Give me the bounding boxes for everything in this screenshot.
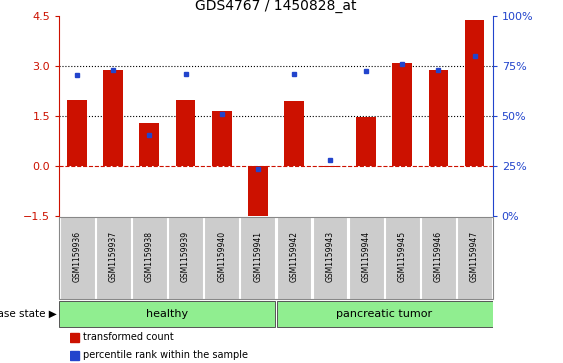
Bar xyxy=(276,217,311,299)
Bar xyxy=(59,301,275,327)
Bar xyxy=(67,99,87,166)
Bar xyxy=(132,217,167,299)
Text: healthy: healthy xyxy=(146,309,189,319)
Text: GSM1159946: GSM1159946 xyxy=(434,231,443,282)
Text: GSM1159944: GSM1159944 xyxy=(361,231,370,282)
Text: GSM1159943: GSM1159943 xyxy=(325,231,334,282)
Text: transformed count: transformed count xyxy=(83,333,174,342)
Bar xyxy=(356,117,376,166)
Bar xyxy=(176,99,195,166)
Bar xyxy=(96,217,131,299)
Bar xyxy=(320,166,340,167)
Bar xyxy=(248,166,268,218)
Text: GSM1159940: GSM1159940 xyxy=(217,231,226,282)
Bar xyxy=(349,217,383,299)
Bar xyxy=(104,70,123,166)
Bar xyxy=(70,333,79,342)
Text: GSM1159941: GSM1159941 xyxy=(253,231,262,282)
Bar xyxy=(60,217,95,299)
Text: GSM1159939: GSM1159939 xyxy=(181,231,190,282)
Bar xyxy=(312,217,347,299)
Bar xyxy=(284,101,304,166)
Bar xyxy=(392,63,412,166)
Text: GSM1159938: GSM1159938 xyxy=(145,231,154,282)
Bar xyxy=(168,217,203,299)
Text: GSM1159945: GSM1159945 xyxy=(398,231,407,282)
Text: GSM1159947: GSM1159947 xyxy=(470,231,479,282)
Bar xyxy=(385,217,419,299)
Bar xyxy=(140,123,159,166)
Text: disease state ▶: disease state ▶ xyxy=(0,309,56,319)
Bar xyxy=(457,217,492,299)
Bar xyxy=(428,70,448,166)
Bar xyxy=(204,217,239,299)
Bar xyxy=(240,217,275,299)
Bar xyxy=(212,111,231,166)
Text: GSM1159936: GSM1159936 xyxy=(73,231,82,282)
Text: pancreatic tumor: pancreatic tumor xyxy=(336,309,432,319)
Text: percentile rank within the sample: percentile rank within the sample xyxy=(83,350,248,360)
Title: GDS4767 / 1450828_at: GDS4767 / 1450828_at xyxy=(195,0,356,13)
Bar xyxy=(277,301,493,327)
Bar xyxy=(421,217,456,299)
Text: GSM1159942: GSM1159942 xyxy=(289,231,298,282)
Bar xyxy=(464,20,485,166)
Text: GSM1159937: GSM1159937 xyxy=(109,231,118,282)
Bar xyxy=(70,351,79,360)
